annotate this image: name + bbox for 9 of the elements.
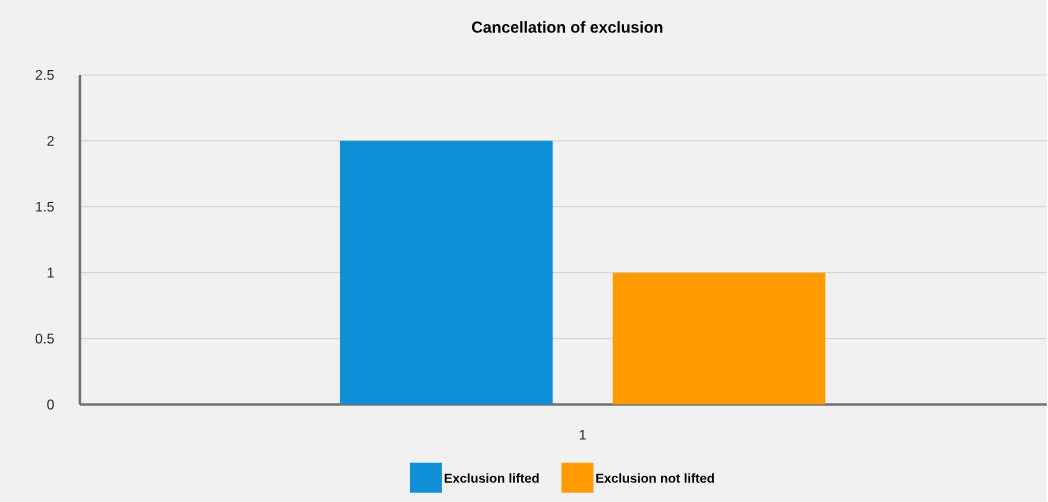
y-tick-label: 1.5: [36, 201, 54, 212]
y-tick-label: 2: [47, 135, 54, 146]
legend-label: Exclusion lifted: [444, 473, 539, 483]
y-tick-label: 2.5: [35, 69, 54, 80]
y-tick-label: 0.5: [35, 333, 54, 344]
chart-title: Cancellation of exclusion: [471, 20, 663, 33]
y-tick-label: 0: [47, 399, 54, 410]
legend-label: Exclusion not lifted: [596, 473, 714, 483]
y-tick-label: 1: [47, 267, 54, 278]
